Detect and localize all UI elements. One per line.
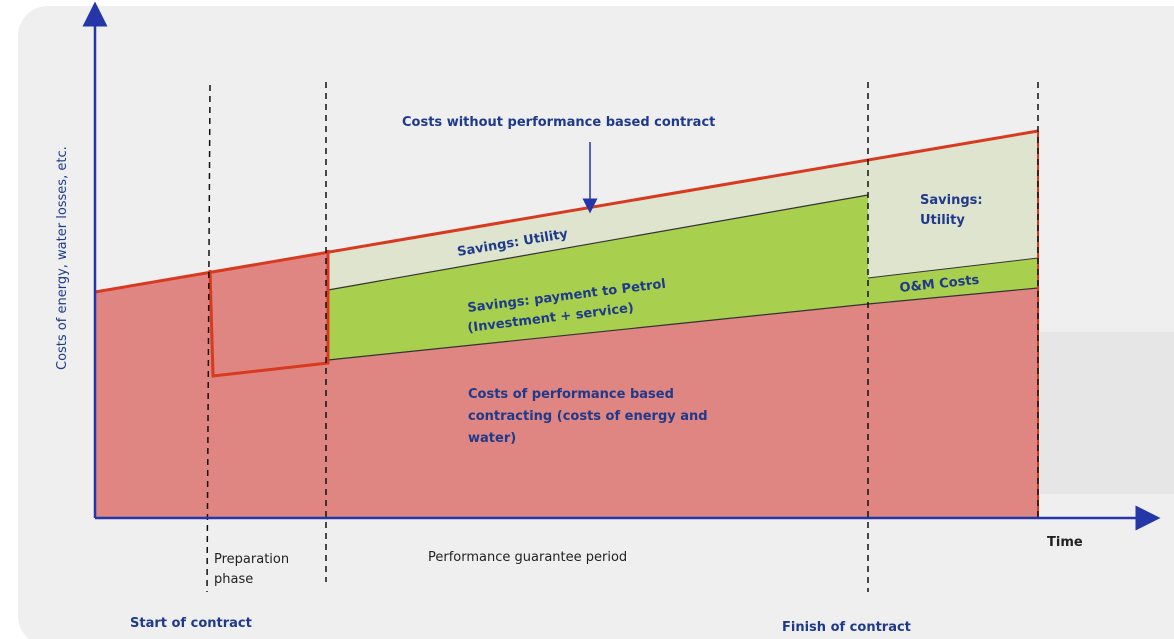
label: Savings: xyxy=(920,193,983,208)
label: phase xyxy=(214,572,253,587)
label: Preparation xyxy=(214,552,289,567)
cost-line xyxy=(94,129,1039,294)
label: Start of contract xyxy=(130,616,252,631)
label: contracting (costs of energy and xyxy=(468,409,708,424)
savings-area-after xyxy=(868,131,1038,278)
label: Costs of performance based xyxy=(468,387,674,402)
green-line xyxy=(327,194,869,291)
prep-outline xyxy=(208,250,330,378)
y-label: Costs of energy, water losses, etc. xyxy=(55,146,70,370)
label: Utility xyxy=(920,213,965,228)
side-block xyxy=(1040,332,1174,494)
dashed-lines xyxy=(206,82,1039,593)
label: Costs without performance based contract xyxy=(402,115,715,130)
costs-area xyxy=(95,252,1038,518)
x-label: Time xyxy=(1047,535,1083,550)
label: water) xyxy=(468,431,516,446)
label: Performance guarantee period xyxy=(428,550,627,565)
label: Finish of contract xyxy=(782,620,911,635)
om-area xyxy=(868,258,1038,304)
savings-area xyxy=(328,160,868,290)
payment-area xyxy=(328,195,868,360)
om-line xyxy=(867,257,1039,279)
